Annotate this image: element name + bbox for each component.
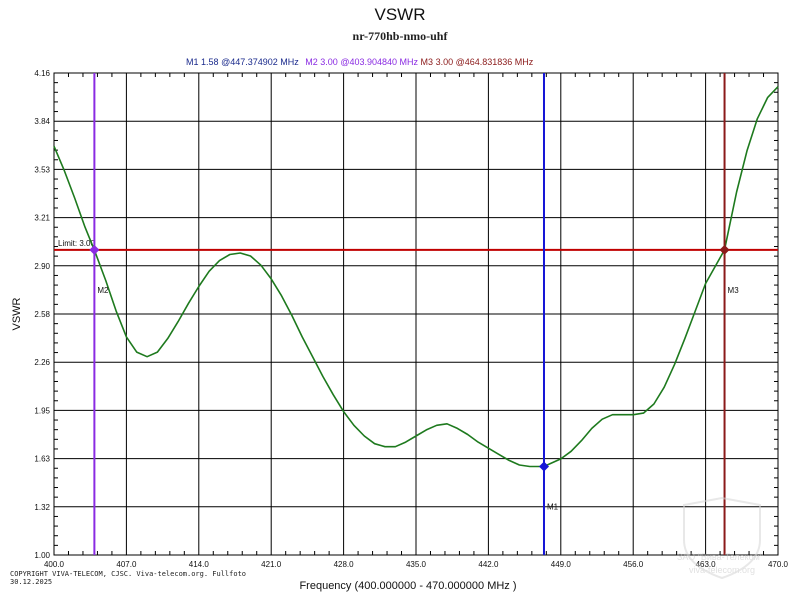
x-tick-label: 400.0 <box>44 560 65 569</box>
y-tick-label: 3.84 <box>34 117 50 126</box>
marker-point-m3[interactable] <box>719 244 730 255</box>
y-tick-label: 1.32 <box>34 503 50 512</box>
watermark-company: ЗАО "Вива-Телеком" <box>677 552 763 562</box>
y-tick-label: 3.53 <box>34 165 50 174</box>
y-tick-label: 2.26 <box>34 358 50 367</box>
x-tick-labels: 400.0 407.0 414.0 421.0 428.0 435.0 442.0 449.0… <box>44 560 789 569</box>
marker-point-m1[interactable] <box>538 461 549 472</box>
x-tick-label: 428.0 <box>334 560 355 569</box>
marker-label-m2: M2 <box>97 286 109 295</box>
x-tick-label: 463.0 <box>696 560 717 569</box>
x-tick-label: 421.0 <box>261 560 282 569</box>
y-tick-label: 1.00 <box>34 551 50 560</box>
x-tick-label: 449.0 <box>551 560 572 569</box>
watermark-site: viva-telecom.org <box>689 565 755 575</box>
x-tick-label: 407.0 <box>116 560 137 569</box>
x-tick-label: 435.0 <box>406 560 427 569</box>
minor-ticks <box>54 73 778 555</box>
y-tick-label: 1.95 <box>34 406 50 415</box>
marker-lines <box>93 73 726 555</box>
series-group <box>53 86 779 468</box>
watermark: ЗАО "Вива-Телеком" viva-telecom.org <box>677 496 763 580</box>
y-tick-label: 3.21 <box>34 214 50 223</box>
copyright-text: COPYRIGHT VIVA-TELECOM, CJSC. Viva-telec… <box>10 570 246 578</box>
copyright-date: 30.12.2025 <box>10 578 52 586</box>
chart-subtitle: nr-770hb-nmo-uhf <box>353 29 449 43</box>
y-axis-label: VSWR <box>11 297 23 330</box>
limit-group: Limit: 3.00 <box>54 239 778 251</box>
x-tick-label: 442.0 <box>478 560 499 569</box>
marker-readout: M1 1.58 @447.374902 MHz M2 3.00 @403.904… <box>186 57 534 67</box>
grid <box>54 73 778 555</box>
vswr-series-line <box>53 86 779 468</box>
x-tick-label: 470.0 <box>768 560 789 569</box>
limit-label: Limit: 3.00 <box>58 239 95 248</box>
watermark-shield-icon <box>683 496 761 580</box>
y-tick-label: 1.63 <box>34 455 50 464</box>
marker-label-m3: M3 <box>728 286 740 295</box>
readout-m3: M3 3.00 @464.831836 MHz <box>421 57 534 67</box>
readout-m1: M1 1.58 @447.374902 MHz <box>186 57 301 67</box>
y-tick-labels: 1.00 1.32 1.63 1.95 2.26 2.58 2.90 3.21 3.53 3.84… <box>34 69 50 560</box>
chart-title: VSWR <box>375 5 426 24</box>
marker-label-m1: M1 <box>547 503 559 512</box>
y-tick-label: 4.16 <box>34 69 50 78</box>
y-tick-label: 2.90 <box>34 262 50 271</box>
marker-point-m2[interactable] <box>89 244 100 255</box>
x-tick-label: 414.0 <box>189 560 210 569</box>
plot-area: 400.0 407.0 414.0 421.0 428.0 435.0 442.0 449.0… <box>34 69 788 569</box>
readout-m2: M2 3.00 @403.904840 MHz <box>305 57 420 67</box>
y-tick-label: 2.58 <box>34 310 50 319</box>
marker-points: M1 M2 M3 <box>89 244 740 512</box>
x-tick-label: 456.0 <box>623 560 644 569</box>
x-axis-label: Frequency (400.000000 - 470.000000 MHz ) <box>299 580 516 592</box>
